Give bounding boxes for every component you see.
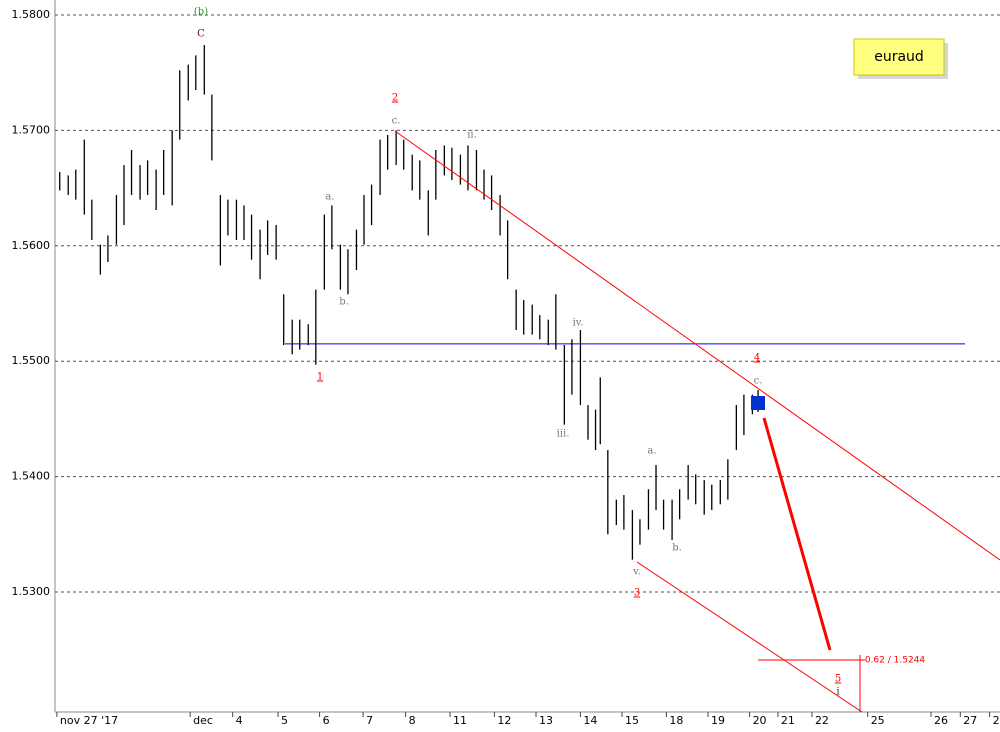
x-tick-label: 12 (497, 714, 511, 727)
x-tick-label: 20 (753, 714, 767, 727)
y-tick-label: 1.5500 (12, 354, 51, 367)
x-tick-label: 28 (993, 714, 1000, 727)
wave-label: a. (647, 446, 656, 457)
projection-arrow (762, 417, 832, 651)
x-tick-label: 21 (781, 714, 795, 727)
legend-label: euraud (874, 49, 924, 65)
wave-label: 4 (754, 353, 760, 364)
wave-label: b. (339, 297, 349, 308)
x-tick-label: 18 (669, 714, 683, 727)
x-tick-label: 15 (625, 714, 639, 727)
wave-label: 1 (317, 372, 323, 383)
wave-label: b. (672, 543, 682, 554)
y-tick-label: 1.5600 (12, 239, 51, 252)
wave-label: i (836, 687, 839, 698)
wave-label: (b) (194, 7, 208, 18)
x-tick-label: 7 (366, 714, 373, 727)
x-tick-label: 8 (409, 714, 416, 727)
x-tick-label: 26 (934, 714, 948, 727)
legend-box (853, 38, 945, 76)
x-tick-label: 11 (453, 714, 467, 727)
wave-label: c. (392, 116, 401, 127)
wave-label: iv. (573, 318, 584, 329)
wave-label: C (197, 29, 205, 40)
x-tick-label: 19 (711, 714, 725, 727)
y-tick-label: 1.5800 (12, 8, 51, 21)
wave-label: 3 (634, 588, 640, 599)
x-tick-label: nov 27 '17 (60, 714, 118, 727)
x-tick-label: 13 (539, 714, 553, 727)
annotations: (b) C 2 c. ii. a. b. 1 iv. iii. 4 c. a. b. v. 3 5 i 0.62 /… (194, 7, 926, 698)
wave-label: v. (632, 567, 641, 578)
x-tick-label: 5 (281, 714, 288, 727)
wave-label: iii. (557, 429, 570, 440)
wave-label: 0.62 / 1.5244 (865, 656, 926, 666)
trend-line (394, 130, 1000, 561)
x-tick-label: 14 (583, 714, 597, 727)
x-tick-label: dec (193, 714, 213, 727)
x-tick-label: 6 (323, 714, 330, 727)
x-tick-label: 4 (236, 714, 243, 727)
wave-label: 2 (392, 93, 398, 104)
y-tick-label: 1.5300 (12, 585, 51, 598)
grid: 1.5300 1.5400 1.5500 1.5600 1.5700 1.5800 nov … (12, 8, 1000, 727)
x-tick-label: 22 (815, 714, 829, 727)
x-tick-label: 27 (963, 714, 977, 727)
wave-label: a. (325, 192, 334, 203)
wave-label: 5 (835, 674, 841, 685)
y-tick-label: 1.5400 (12, 470, 51, 483)
wave-label: ii. (467, 130, 477, 141)
x-tick-label: 25 (871, 714, 885, 727)
y-tick-label: 1.5700 (12, 123, 51, 136)
position-marker (751, 396, 765, 410)
trend-line (636, 561, 863, 713)
bars (59, 45, 759, 560)
wave-label: c. (754, 376, 763, 387)
